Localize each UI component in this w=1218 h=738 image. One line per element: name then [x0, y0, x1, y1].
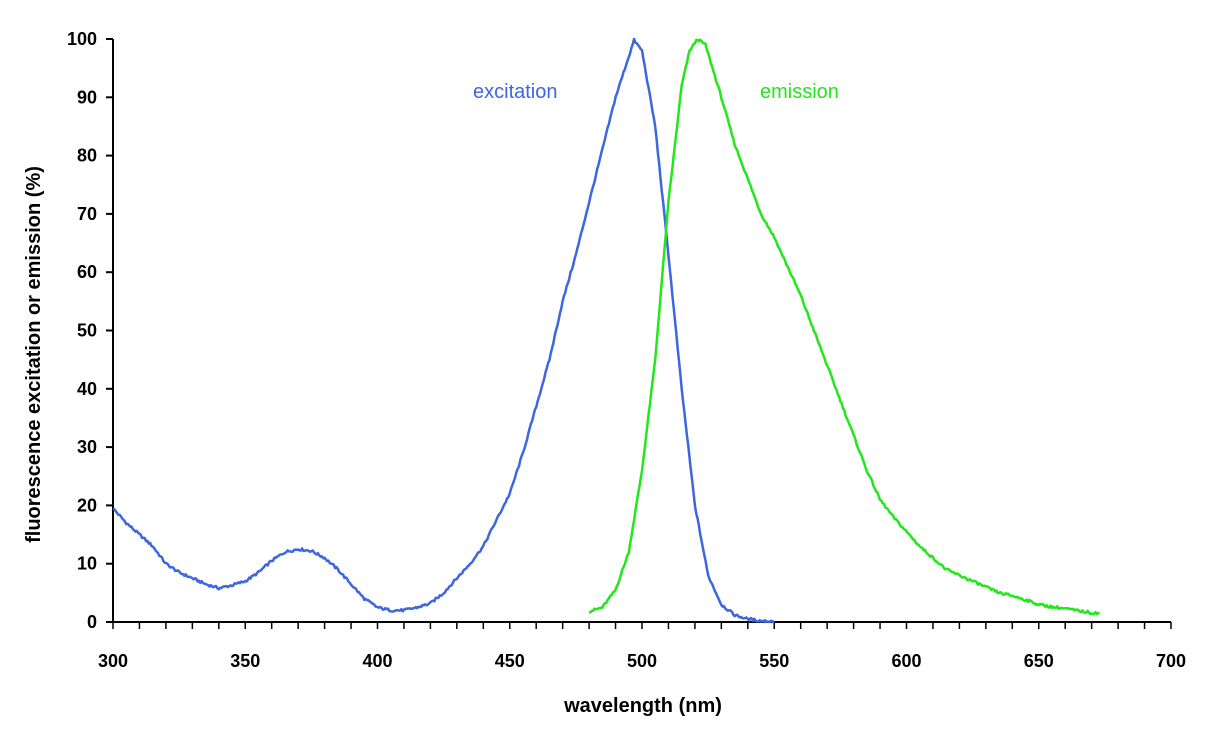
y-tick-label: 0 — [87, 612, 97, 632]
y-tick-label: 20 — [77, 495, 97, 515]
labels-layer: excitation emission — [473, 81, 839, 103]
y-tick-label: 100 — [67, 29, 97, 49]
x-axis-title: wavelength (nm) — [563, 695, 722, 717]
series-line-emission — [588, 38, 1100, 616]
x-tick-label: 600 — [891, 651, 921, 671]
y-axis-title: fluorescence excitation or emission (%) — [23, 166, 45, 543]
series-label-excitation: excitation — [473, 81, 558, 103]
y-tick-label: 40 — [77, 379, 97, 399]
series-layer — [112, 37, 1100, 624]
series-line-excitation — [112, 37, 775, 624]
axes: 0 10 20 30 40 50 60 70 80 90 100 300 350 400 450 500 550… — [23, 29, 1186, 717]
series-label-emission: emission — [760, 81, 839, 103]
x-tick-label: 350 — [230, 651, 260, 671]
y-tick-label: 60 — [77, 262, 97, 282]
x-tick-label: 650 — [1024, 651, 1054, 671]
y-tick-label: 10 — [77, 554, 97, 574]
y-tick-label: 80 — [77, 146, 97, 166]
x-tick-label: 400 — [362, 651, 392, 671]
y-tick-label: 50 — [77, 321, 97, 341]
y-tick-label: 90 — [77, 87, 97, 107]
x-tick-label: 550 — [759, 651, 789, 671]
x-tick-label: 500 — [627, 651, 657, 671]
x-tick-label: 450 — [495, 651, 525, 671]
y-tick-label: 30 — [77, 437, 97, 457]
x-tick-label: 700 — [1156, 651, 1186, 671]
x-tick-label: 300 — [98, 651, 128, 671]
y-tick-label: 70 — [77, 204, 97, 224]
